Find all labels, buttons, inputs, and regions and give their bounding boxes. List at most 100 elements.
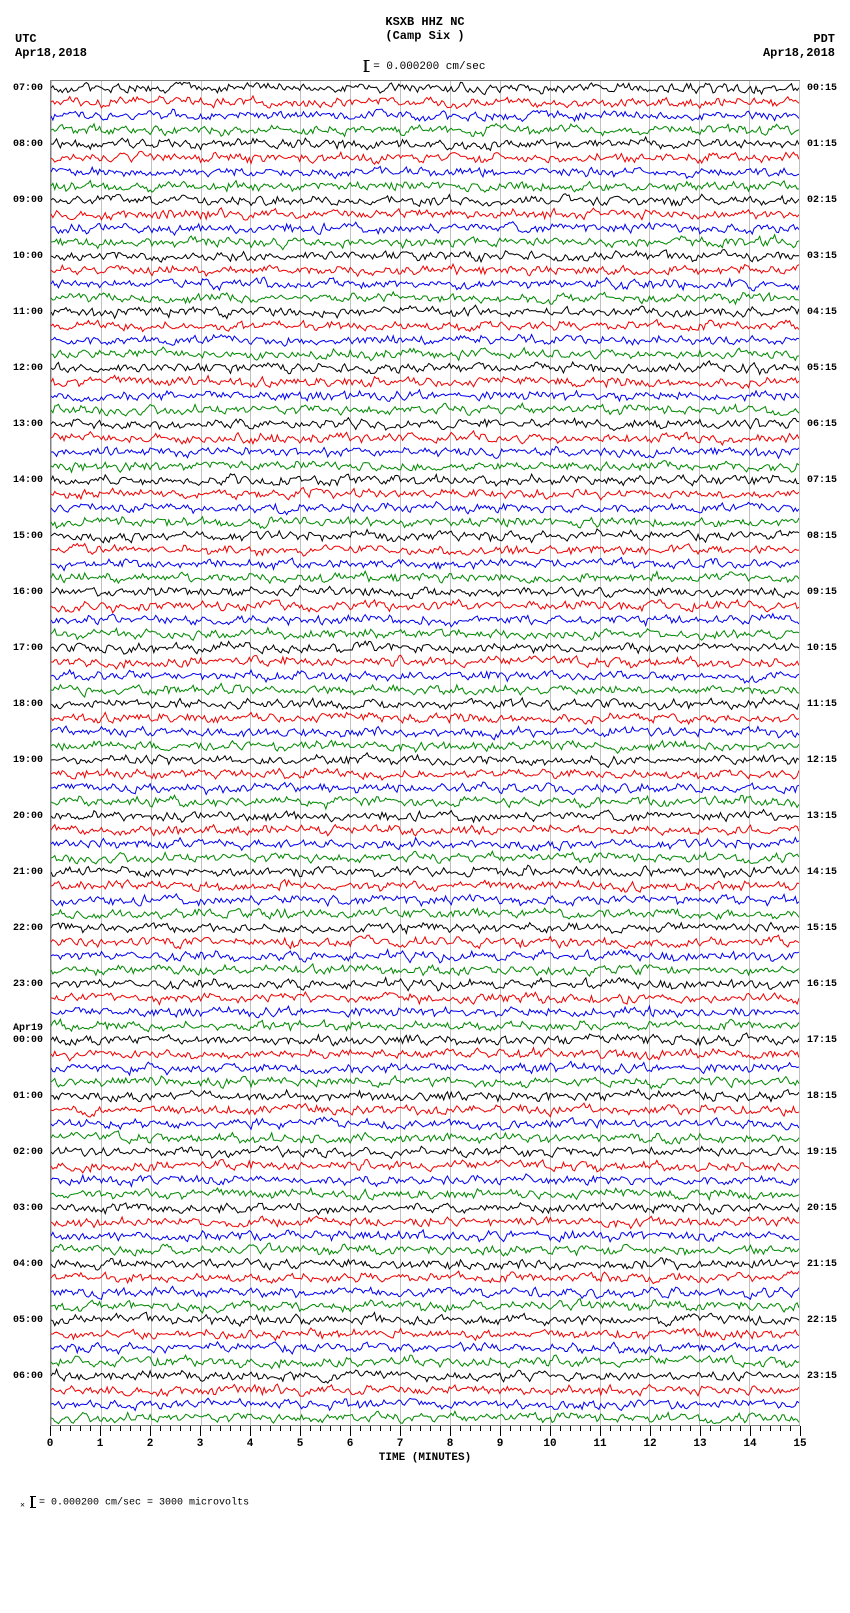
x-tick-label: 14 bbox=[743, 1438, 756, 1450]
time-label-local: 01:15 bbox=[807, 139, 837, 150]
x-tick-minor bbox=[520, 1426, 521, 1431]
time-label-utc: 00:00 bbox=[13, 1035, 43, 1046]
day-label: Apr19 bbox=[13, 1023, 43, 1034]
tz-right: PDT bbox=[763, 32, 835, 46]
station-code: KSXB HHZ NC bbox=[385, 15, 464, 29]
x-tick-label: 2 bbox=[147, 1438, 154, 1450]
x-tick bbox=[350, 1426, 351, 1436]
x-tick-minor bbox=[70, 1426, 71, 1431]
x-tick-minor bbox=[330, 1426, 331, 1431]
time-label-utc: 23:00 bbox=[13, 979, 43, 990]
time-label-utc: 17:00 bbox=[13, 643, 43, 654]
x-tick-minor bbox=[630, 1426, 631, 1431]
x-tick-minor bbox=[160, 1426, 161, 1431]
x-tick-label: 7 bbox=[397, 1438, 404, 1450]
footer-text: = 0.000200 cm/sec = 3000 microvolts bbox=[39, 1498, 249, 1509]
x-tick-minor bbox=[190, 1426, 191, 1431]
time-label-local: 22:15 bbox=[807, 1315, 837, 1326]
time-label-local: 15:15 bbox=[807, 923, 837, 934]
x-tick bbox=[250, 1426, 251, 1436]
time-label-utc: 20:00 bbox=[13, 811, 43, 822]
x-tick-label: 6 bbox=[347, 1438, 354, 1450]
x-tick bbox=[600, 1426, 601, 1436]
x-tick bbox=[750, 1426, 751, 1436]
x-tick-minor bbox=[290, 1426, 291, 1431]
time-label-local: 03:15 bbox=[807, 251, 837, 262]
x-tick bbox=[50, 1426, 51, 1436]
x-axis-title: TIME (MINUTES) bbox=[379, 1452, 471, 1464]
x-tick-minor bbox=[570, 1426, 571, 1431]
x-tick-minor bbox=[420, 1426, 421, 1431]
x-tick-minor bbox=[610, 1426, 611, 1431]
x-tick bbox=[200, 1426, 201, 1436]
gridline bbox=[799, 81, 800, 1425]
time-label-local: 12:15 bbox=[807, 755, 837, 766]
x-tick-minor bbox=[310, 1426, 311, 1431]
scale-note: = 0.000200 cm/sec bbox=[365, 60, 486, 73]
x-tick-minor bbox=[180, 1426, 181, 1431]
x-tick-minor bbox=[590, 1426, 591, 1431]
x-tick-label: 9 bbox=[497, 1438, 504, 1450]
x-tick bbox=[400, 1426, 401, 1436]
x-tick-minor bbox=[440, 1426, 441, 1431]
trace-row bbox=[51, 1411, 799, 1425]
station-name: (Camp Six ) bbox=[385, 29, 464, 43]
header-title: KSXB HHZ NC (Camp Six ) bbox=[385, 15, 464, 43]
x-tick-minor bbox=[110, 1426, 111, 1431]
time-label-utc: 18:00 bbox=[13, 699, 43, 710]
x-tick-minor bbox=[120, 1426, 121, 1431]
x-tick-label: 0 bbox=[47, 1438, 54, 1450]
x-tick-minor bbox=[210, 1426, 211, 1431]
time-label-local: 07:15 bbox=[807, 475, 837, 486]
scale-bar-icon bbox=[31, 1496, 33, 1508]
x-tick-minor bbox=[460, 1426, 461, 1431]
time-label-utc: 09:00 bbox=[13, 195, 43, 206]
x-tick-label: 8 bbox=[447, 1438, 454, 1450]
x-tick-minor bbox=[790, 1426, 791, 1431]
time-label-local: 18:15 bbox=[807, 1091, 837, 1102]
scale-value: = 0.000200 cm/sec bbox=[373, 61, 485, 73]
time-label-utc: 14:00 bbox=[13, 475, 43, 486]
time-label-local: 23:15 bbox=[807, 1371, 837, 1382]
x-tick-minor bbox=[560, 1426, 561, 1431]
time-label-utc: 03:00 bbox=[13, 1203, 43, 1214]
x-tick-label: 15 bbox=[793, 1438, 806, 1450]
x-tick bbox=[650, 1426, 651, 1436]
x-tick-minor bbox=[740, 1426, 741, 1431]
x-tick bbox=[800, 1426, 801, 1436]
time-label-utc: 06:00 bbox=[13, 1371, 43, 1382]
x-tick-minor bbox=[690, 1426, 691, 1431]
x-tick-minor bbox=[670, 1426, 671, 1431]
x-tick-minor bbox=[780, 1426, 781, 1431]
header: KSXB HHZ NC (Camp Six ) UTC Apr18,2018 P… bbox=[15, 10, 835, 80]
header-left: UTC Apr18,2018 bbox=[15, 32, 87, 60]
x-tick-minor bbox=[140, 1426, 141, 1431]
time-label-local: 06:15 bbox=[807, 419, 837, 430]
time-label-local: 17:15 bbox=[807, 1035, 837, 1046]
x-tick-minor bbox=[770, 1426, 771, 1431]
time-label-local: 10:15 bbox=[807, 643, 837, 654]
x-tick-minor bbox=[480, 1426, 481, 1431]
time-label-local: 11:15 bbox=[807, 699, 837, 710]
time-label-utc: 08:00 bbox=[13, 139, 43, 150]
x-tick-minor bbox=[170, 1426, 171, 1431]
seismogram-container: KSXB HHZ NC (Camp Six ) UTC Apr18,2018 P… bbox=[0, 0, 850, 1521]
x-tick-minor bbox=[580, 1426, 581, 1431]
time-label-local: 04:15 bbox=[807, 307, 837, 318]
x-tick-label: 1 bbox=[97, 1438, 104, 1450]
x-tick-minor bbox=[60, 1426, 61, 1431]
x-tick-minor bbox=[320, 1426, 321, 1431]
time-label-local: 20:15 bbox=[807, 1203, 837, 1214]
x-axis: TIME (MINUTES) 0123456789101112131415 bbox=[50, 1426, 800, 1466]
time-label-local: 16:15 bbox=[807, 979, 837, 990]
scale-bar-icon bbox=[365, 60, 367, 72]
time-label-local: 05:15 bbox=[807, 363, 837, 374]
x-tick-minor bbox=[370, 1426, 371, 1431]
x-tick-minor bbox=[720, 1426, 721, 1431]
x-tick-minor bbox=[510, 1426, 511, 1431]
x-tick-minor bbox=[240, 1426, 241, 1431]
x-tick-minor bbox=[470, 1426, 471, 1431]
x-tick-minor bbox=[760, 1426, 761, 1431]
time-label-utc: 02:00 bbox=[13, 1147, 43, 1158]
time-label-local: 14:15 bbox=[807, 867, 837, 878]
